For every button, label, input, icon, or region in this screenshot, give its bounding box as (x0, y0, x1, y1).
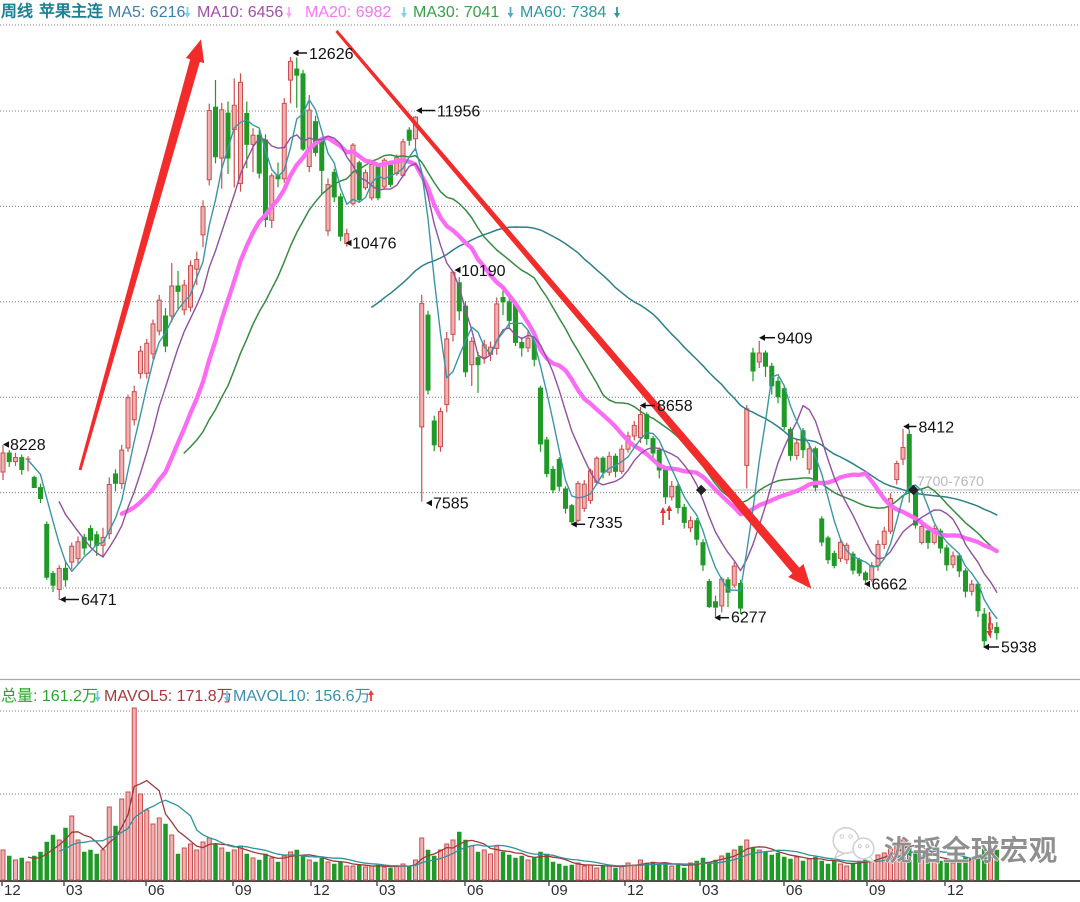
svg-text:10190: 10190 (461, 263, 506, 280)
svg-text:MA60: 7384: MA60: 7384 (520, 4, 606, 21)
svg-text:06: 06 (148, 882, 165, 897)
svg-text:MA20: 6982: MA20: 6982 (305, 4, 391, 21)
svg-text:03: 03 (702, 882, 719, 897)
svg-text:MA10: 6456: MA10: 6456 (197, 4, 283, 21)
svg-text:总量: 161.2万: 总量: 161.2万 (1, 687, 98, 705)
svg-text:9409: 9409 (777, 331, 813, 348)
svg-text:5938: 5938 (1001, 640, 1037, 657)
svg-text:09: 09 (235, 882, 252, 897)
svg-text:12626: 12626 (309, 46, 354, 63)
svg-text:7585: 7585 (433, 496, 469, 513)
svg-text:06: 06 (467, 882, 484, 897)
svg-text:12: 12 (313, 882, 330, 897)
svg-text:12: 12 (627, 882, 644, 897)
svg-text:12: 12 (947, 882, 964, 897)
svg-text:03: 03 (379, 882, 396, 897)
svg-text:8228: 8228 (10, 437, 46, 454)
svg-text:6662: 6662 (872, 577, 908, 594)
svg-text:MA30: 7041: MA30: 7041 (413, 4, 499, 21)
svg-text:8412: 8412 (919, 420, 955, 437)
svg-text:7700-7670: 7700-7670 (917, 473, 984, 489)
svg-text:09: 09 (869, 882, 886, 897)
svg-text:11956: 11956 (437, 104, 480, 121)
svg-text:8658: 8658 (657, 398, 693, 415)
svg-text:MA5: 6216: MA5: 6216 (108, 4, 185, 21)
svg-text:MAVOL5: 171.8万: MAVOL5: 171.8万 (104, 688, 233, 705)
svg-text:6277: 6277 (731, 610, 767, 627)
svg-text:12: 12 (4, 882, 21, 897)
svg-text:06: 06 (786, 882, 803, 897)
svg-text:03: 03 (66, 882, 83, 897)
svg-text:MAVOL10: 156.6万: MAVOL10: 156.6万 (233, 688, 371, 705)
svg-text:周线: 周线 (1, 2, 33, 21)
svg-text:泷韬全球宏观: 泷韬全球宏观 (884, 834, 1058, 866)
svg-text:6471: 6471 (81, 592, 117, 609)
svg-text:10476: 10476 (352, 236, 397, 253)
svg-text:09: 09 (551, 882, 568, 897)
svg-text:苹果主连: 苹果主连 (39, 2, 104, 21)
svg-text:7335: 7335 (587, 515, 623, 532)
